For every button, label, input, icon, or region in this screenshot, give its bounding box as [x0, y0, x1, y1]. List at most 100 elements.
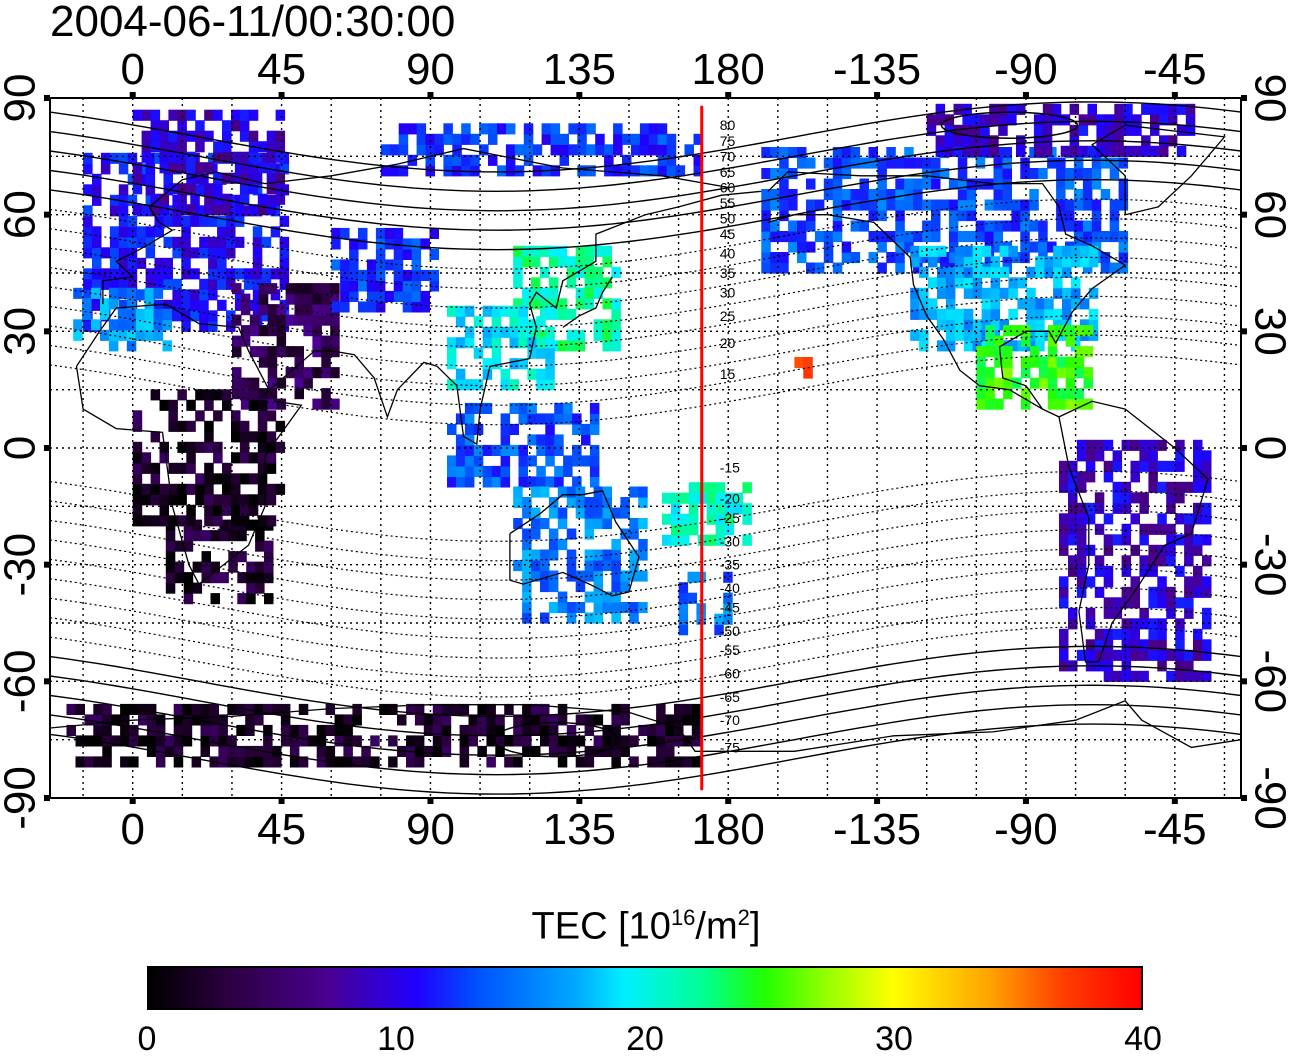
tec-cell-alaska-canada — [958, 200, 968, 211]
tec-cell-arctic-north-america — [1177, 125, 1187, 136]
tec-cell-indonesia — [554, 476, 564, 487]
tec-cell-arctic-north-america — [927, 114, 937, 125]
tec-cell-hawaii — [794, 357, 804, 368]
tec-cell-antarctica — [406, 756, 416, 767]
tec-cell-europe — [208, 310, 218, 321]
tec-cell-usa — [1089, 288, 1099, 299]
tec-cell-north-africa — [118, 319, 128, 330]
tec-cell-scandinavia — [168, 110, 178, 121]
tec-cell-antarctica — [102, 735, 112, 746]
tec-cell-europe — [92, 184, 102, 195]
tec-cell-antarctica — [102, 725, 112, 736]
contour-label: 35 — [720, 265, 736, 281]
tec-cell-north-africa — [145, 288, 155, 299]
tec-cell-alaska-canada — [779, 263, 789, 274]
tec-cell-antarctica — [201, 714, 211, 725]
tec-cell-europe — [146, 247, 156, 258]
tec-cell-antarctica — [549, 735, 559, 746]
tec-cell-africa — [240, 505, 250, 516]
tec-cell-alaska-canada — [1092, 221, 1102, 232]
tec-cell-antarctica — [272, 756, 282, 767]
tec-cell-australia — [603, 560, 613, 571]
tec-cell-siberia-north — [515, 144, 525, 155]
tec-cell-south-america — [1059, 597, 1069, 608]
colorbar — [147, 966, 1143, 1010]
tec-cell-antarctica — [433, 714, 443, 725]
tec-cell-siberia-north — [667, 144, 677, 155]
tec-cell-alaska-canada — [958, 168, 968, 179]
tec-cell-indonesia — [456, 466, 466, 477]
tec-cell-antarctica — [370, 756, 380, 767]
tec-cell-scandinavia — [213, 141, 223, 152]
tec-cell-alaska-canada — [1101, 189, 1111, 200]
tec-cell-australia — [567, 529, 577, 540]
tec-cell-mexico — [1039, 367, 1049, 378]
tec-cell-siberia-north — [417, 144, 427, 155]
tec-cell-south-america — [1148, 440, 1158, 451]
longitude-label: 180 — [691, 805, 764, 854]
tec-cell-indonesia — [510, 424, 520, 435]
tec-cell-australia — [558, 518, 568, 529]
tec-cell-mexico — [1066, 378, 1076, 389]
tec-cell-south-america — [1122, 440, 1132, 451]
tec-cell-south-china — [447, 348, 457, 359]
tec-cell-central-asia — [403, 280, 413, 291]
tec-cell-south-america — [1113, 629, 1123, 640]
tec-cell-antarctica — [558, 714, 568, 725]
tec-cell-antarctica — [352, 735, 362, 746]
tec-cell-antarctica — [263, 725, 273, 736]
tec-cell-alaska-canada — [922, 221, 932, 232]
tec-cell-usa — [937, 246, 947, 257]
tec-cell-alaska-canada — [1003, 200, 1013, 211]
tec-cell-alaska-canada — [824, 189, 834, 200]
tec-cell-indonesia — [590, 413, 600, 424]
tec-cell-indonesia — [590, 466, 600, 477]
tec-cell-alaska-canada — [904, 179, 914, 190]
tec-cell-usa — [1053, 309, 1063, 320]
tec-cell-indonesia — [572, 413, 582, 424]
tec-cell-south-america — [1086, 639, 1096, 650]
tec-cell-antarctica — [388, 756, 398, 767]
tec-cell-africa — [168, 421, 178, 432]
tec-cell-north-africa — [163, 340, 173, 351]
tec-cell-antarctica — [442, 746, 452, 757]
tec-cell-usa — [973, 246, 983, 257]
tec-cell-central-asia — [403, 270, 413, 281]
tec-cell-antarctica — [281, 725, 291, 736]
tec-cell-japan-china — [576, 330, 586, 341]
tec-cell-africa — [133, 515, 143, 526]
tec-cell-south-america — [1148, 618, 1158, 629]
tec-cell-siberia-north — [613, 165, 623, 176]
tec-cell-australia — [629, 602, 639, 613]
tec-cell-south-africa — [255, 583, 265, 594]
tec-cell-usa — [964, 319, 974, 330]
tec-cell-central-asia — [367, 270, 377, 281]
tec-cell-usa — [946, 319, 956, 330]
longitude-label: -135 — [833, 805, 921, 854]
tec-cell-europe — [226, 237, 236, 248]
tec-cell-south-america — [1175, 618, 1185, 629]
tec-cell-south-america — [1139, 650, 1149, 661]
tec-cell-alaska-canada — [806, 179, 816, 190]
tec-cell-africa — [213, 452, 223, 463]
tec-cell-australia — [549, 539, 559, 550]
tec-cell-scandinavia — [204, 183, 214, 194]
tec-cell-alaska-canada — [1110, 210, 1120, 221]
tec-cell-indonesia — [510, 445, 520, 456]
tec-cell-alaska-canada — [877, 168, 887, 179]
tec-cell-alaska-canada — [1092, 231, 1102, 242]
tec-cell-alaska-canada — [815, 231, 825, 242]
tec-cell-mexico — [1048, 367, 1058, 378]
tec-cell-usa — [946, 298, 956, 309]
tec-cell-indonesia — [563, 455, 573, 466]
tec-cell-siberia-north — [488, 134, 498, 145]
tec-cell-europe — [172, 289, 182, 300]
tec-cell-europe — [190, 289, 200, 300]
tec-cell-south-america — [1086, 461, 1096, 472]
tec-cell-antarctica — [665, 746, 675, 757]
tec-cell-alaska-canada — [833, 231, 843, 242]
tec-cell-africa — [240, 421, 250, 432]
tec-cell-middle-east — [312, 294, 322, 305]
tec-cell-south-america — [1193, 587, 1203, 598]
tec-cell-south-china — [447, 337, 457, 348]
